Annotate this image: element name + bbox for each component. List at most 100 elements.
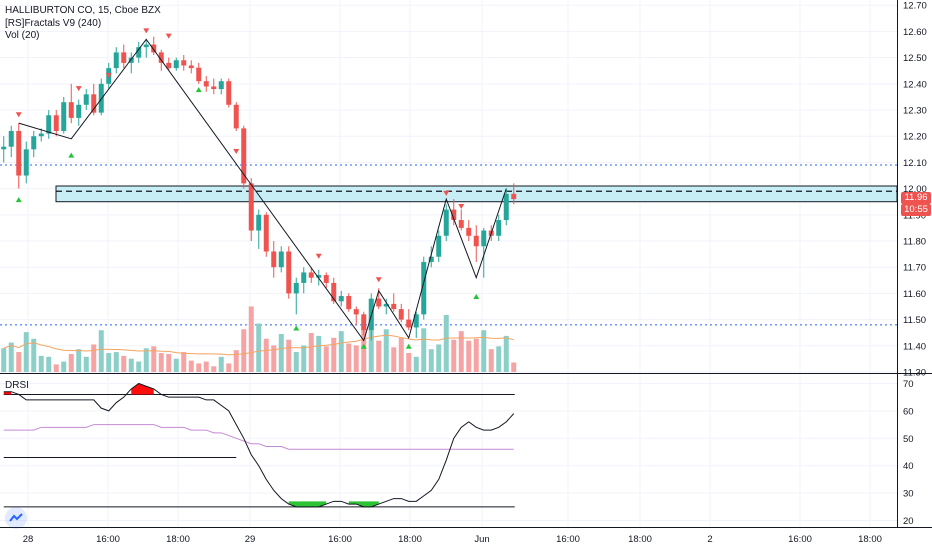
time-tick-label: 29 (245, 534, 256, 545)
price-tick-label: 11.80 (903, 237, 926, 248)
candle (83, 94, 89, 105)
candle (196, 68, 202, 82)
volume-bar (83, 356, 89, 372)
price-tick-label: 11.70 (903, 263, 926, 274)
volume-bar (406, 353, 412, 372)
volume-bar (158, 353, 164, 372)
rsi-tick-label: 70 (903, 379, 914, 390)
volume-bar (466, 340, 472, 372)
volume-bar (203, 361, 209, 372)
candle (113, 52, 119, 69)
fractal-up-marker (360, 343, 367, 349)
volume-bar (173, 358, 179, 372)
time-tick-label: 16:00 (328, 534, 352, 545)
candle (256, 214, 262, 231)
price-tick-label: 12.20 (903, 132, 927, 143)
volume-bar (226, 363, 232, 372)
candle (121, 52, 127, 63)
indicator-fractals-label: [RS]Fractals V9 (240) (5, 18, 102, 29)
time-tick-label: 28 (23, 534, 34, 545)
volume-bar (428, 349, 434, 372)
price-tick-label: 12.70 (903, 1, 927, 12)
time-tick-label: 16:00 (96, 534, 120, 545)
volume-bar (271, 345, 277, 372)
volume-bar (166, 353, 172, 372)
fractal-up-marker (195, 87, 202, 93)
candle (473, 235, 479, 247)
candle (263, 214, 269, 252)
candle (346, 296, 352, 310)
fractal-down-marker (15, 112, 22, 118)
fractal-down-marker (105, 72, 112, 78)
candle (451, 209, 457, 221)
volume-bar (398, 337, 404, 372)
candle (481, 230, 487, 247)
drsi-oversold-fill (288, 501, 327, 507)
volume-bar (128, 358, 134, 372)
candle (16, 130, 22, 176)
time-tick-label: 18:00 (398, 534, 422, 545)
candle (323, 275, 329, 283)
rsi-tick-label: 60 (903, 406, 914, 417)
volume-bar (413, 356, 419, 372)
candle (338, 296, 344, 302)
tradingview-logo-icon[interactable] (5, 507, 27, 529)
price-tick-label: 11.50 (903, 315, 926, 326)
volume-bar (278, 334, 284, 372)
volume-bar (451, 339, 457, 372)
volume-bar (1, 348, 7, 372)
candle (181, 60, 187, 66)
drsi-line (3, 382, 515, 508)
candle (31, 136, 37, 150)
candle (233, 104, 239, 129)
volume-bar (488, 349, 494, 372)
volume-bar (293, 352, 299, 372)
candle (166, 62, 172, 69)
volume-bar (196, 363, 202, 372)
fractal-down-marker (315, 253, 322, 259)
drsi-overbought-fill (131, 383, 154, 395)
candle (286, 251, 292, 294)
candle (23, 149, 29, 176)
candle (248, 183, 254, 231)
volume-bar (76, 349, 82, 372)
candle (211, 86, 217, 90)
fractal-up-marker (68, 152, 75, 158)
volume-bar (286, 339, 292, 372)
time-tick-label: 16:00 (556, 534, 580, 545)
volume-bar (218, 356, 224, 372)
price-tick-label: 12.60 (903, 27, 927, 38)
volume-bar (68, 353, 74, 372)
time-tick-label: 18:00 (858, 534, 882, 545)
price-tick-label: 12.50 (903, 53, 927, 64)
price-tick-label: 11.60 (903, 289, 926, 300)
drsi-pane-title: DRSI (5, 380, 29, 391)
volume-bar (256, 323, 262, 372)
candle (458, 220, 464, 228)
candle (421, 261, 427, 315)
candle (8, 130, 14, 147)
volume-ma-line (3, 334, 514, 356)
volume-bar (496, 346, 502, 372)
rsi-tick-label: 40 (903, 461, 914, 472)
candle (241, 128, 247, 184)
volume-bar (301, 345, 307, 372)
volume-bar (241, 329, 247, 372)
fractal-down-marker (195, 67, 202, 73)
price-tick-label: 12.10 (903, 158, 927, 169)
volume-bar (503, 335, 509, 372)
time-tick-label: 2 (707, 534, 712, 545)
candle (466, 227, 472, 236)
candle (293, 282, 299, 294)
volume-bar (338, 331, 344, 372)
candle (188, 65, 194, 69)
candle (496, 220, 502, 236)
fractal-down-marker (75, 86, 82, 92)
volume-bar (308, 333, 314, 372)
candle (173, 60, 179, 69)
volume-bar (106, 353, 112, 372)
rsi-tick-label: 50 (903, 434, 914, 445)
volume-bar (473, 338, 479, 372)
